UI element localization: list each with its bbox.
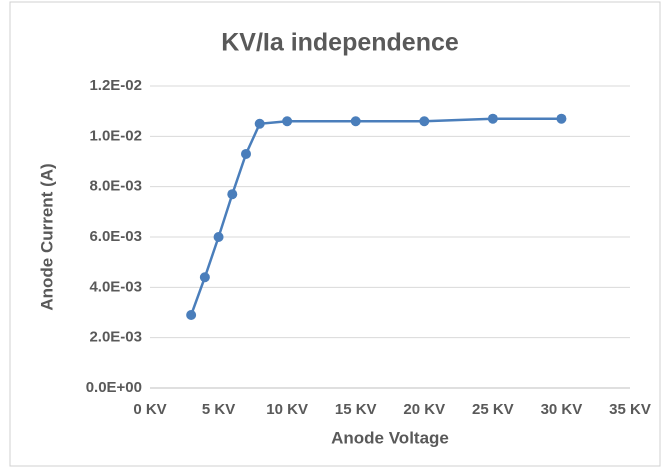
y-tick-label: 2.0E-03 xyxy=(89,329,142,346)
data-point xyxy=(186,310,197,321)
x-tick-label: 35 KV xyxy=(609,401,651,418)
x-tick-label: 5 KV xyxy=(202,401,235,418)
data-point xyxy=(199,272,210,283)
data-point xyxy=(254,118,265,129)
data-point xyxy=(487,113,498,124)
x-tick-label: 0 KV xyxy=(133,401,166,418)
x-tick-label: 25 KV xyxy=(472,401,514,418)
y-axis-label: Anode Current (A) xyxy=(37,163,56,310)
data-point xyxy=(556,113,567,124)
x-tick-label: 30 KV xyxy=(541,401,583,418)
y-tick-label: 6.0E-03 xyxy=(89,228,142,245)
x-tick-label: 20 KV xyxy=(403,401,445,418)
chart-title: KV/Ia independence xyxy=(221,29,459,57)
data-point xyxy=(213,232,224,242)
x-tick-label: 10 KV xyxy=(266,401,308,418)
y-tick-label: 1.2E-02 xyxy=(89,77,142,94)
data-point xyxy=(419,116,430,127)
y-tick-label: 8.0E-03 xyxy=(89,178,142,195)
y-tick-label: 0.0E+00 xyxy=(86,379,142,396)
y-tick-label: 4.0E-03 xyxy=(89,278,142,295)
data-point xyxy=(282,116,293,127)
data-point xyxy=(227,189,238,200)
x-axis-label: Anode Voltage xyxy=(331,428,449,447)
x-tick-label: 15 KV xyxy=(335,401,377,418)
chart-frame xyxy=(9,1,661,467)
data-point xyxy=(241,148,251,159)
data-point xyxy=(350,116,361,127)
y-tick-label: 1.0E-02 xyxy=(89,127,142,144)
